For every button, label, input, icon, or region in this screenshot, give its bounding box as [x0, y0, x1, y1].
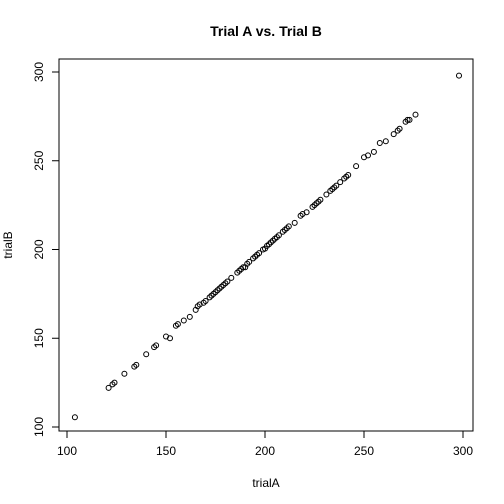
- data-point: [317, 196, 324, 203]
- data-point: [236, 267, 243, 274]
- data-point: [315, 198, 322, 205]
- x-tick-label: 100: [57, 444, 77, 458]
- x-tick-label: 300: [453, 444, 473, 458]
- data-point: [105, 384, 112, 391]
- data-point: [256, 250, 263, 257]
- data-point: [365, 152, 371, 159]
- data-point: [394, 127, 401, 134]
- data-point: [333, 182, 340, 189]
- data-point: [406, 116, 413, 123]
- x-tick-label: 250: [354, 444, 374, 458]
- data-point: [71, 414, 78, 421]
- data-point: [382, 138, 389, 145]
- x-tick-label: 150: [156, 444, 176, 458]
- data-point: [412, 111, 419, 118]
- data-point: [186, 313, 193, 320]
- data-point: [396, 125, 403, 132]
- data-point: [345, 172, 352, 178]
- data-point: [353, 163, 360, 170]
- data-point: [174, 321, 181, 328]
- x-tick-label: 200: [255, 444, 275, 458]
- y-tick-label: 100: [32, 417, 46, 437]
- data-point: [224, 278, 231, 285]
- data-point: [153, 342, 160, 349]
- data-point: [456, 72, 462, 79]
- data-point: [275, 232, 282, 239]
- data-point: [370, 148, 377, 155]
- data-points: [71, 72, 462, 421]
- data-point: [285, 223, 292, 230]
- y-axis-label: trialB: [1, 231, 15, 258]
- data-point: [133, 361, 140, 368]
- data-point: [376, 140, 383, 146]
- data-point: [206, 294, 213, 301]
- y-axis: 100 150 200 250 300: [32, 62, 60, 437]
- y-tick-label: 150: [32, 328, 46, 348]
- data-point: [323, 191, 330, 198]
- data-point: [303, 209, 310, 216]
- data-point: [240, 264, 247, 271]
- data-point: [390, 131, 397, 138]
- chart-title: Trial A vs. Trial B: [210, 23, 322, 39]
- data-point: [121, 370, 128, 377]
- data-point: [404, 116, 411, 123]
- data-point: [180, 317, 187, 324]
- x-axis: 100 150 200 250 300: [57, 430, 473, 458]
- data-point: [143, 351, 150, 358]
- plot-frame: [58, 58, 474, 432]
- y-tick-label: 300: [32, 62, 46, 82]
- data-point: [228, 274, 235, 281]
- data-point: [246, 258, 253, 265]
- data-point: [167, 335, 173, 342]
- y-tick-label: 200: [32, 239, 46, 259]
- data-point: [291, 219, 298, 226]
- x-axis-label: trialA: [252, 476, 279, 490]
- data-point: [202, 298, 209, 304]
- data-point: [266, 241, 272, 248]
- data-point: [337, 179, 344, 186]
- y-tick-label: 250: [32, 150, 46, 170]
- data-point: [111, 379, 118, 386]
